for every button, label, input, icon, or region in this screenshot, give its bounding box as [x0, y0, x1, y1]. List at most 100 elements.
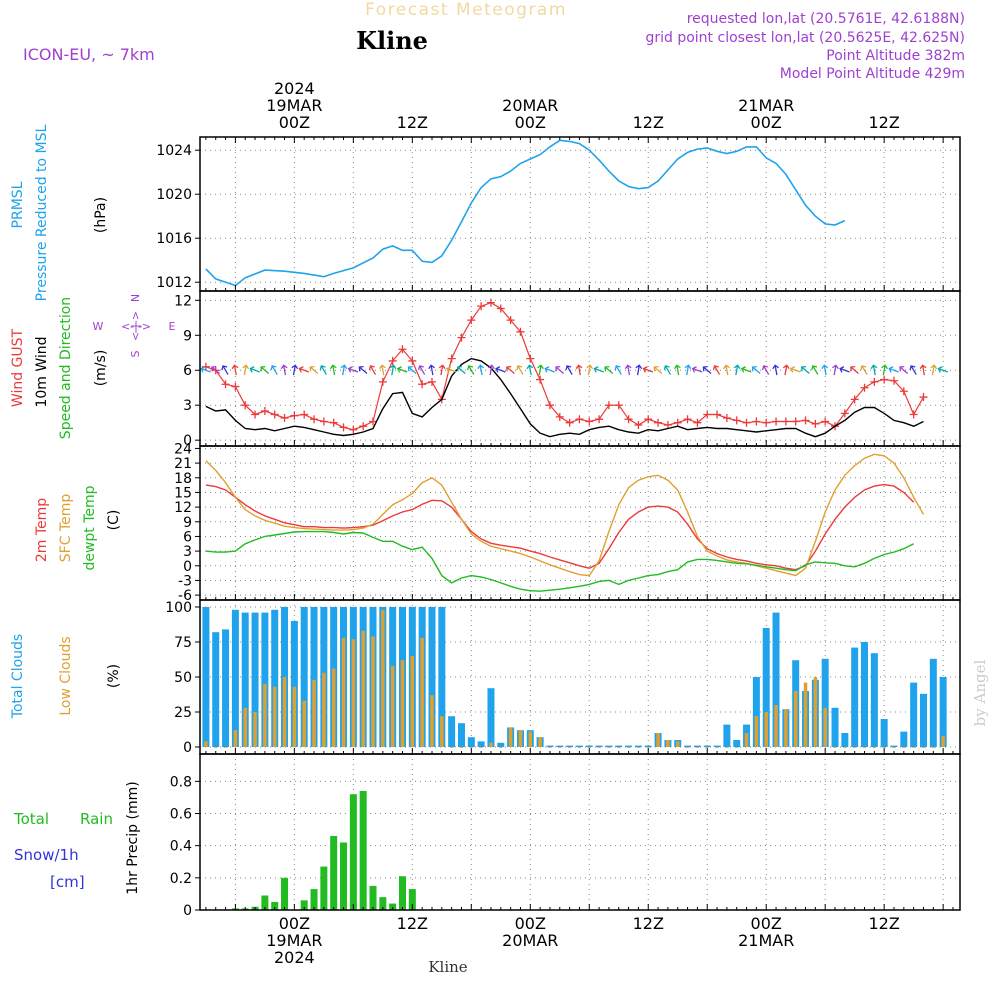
gust-marker	[349, 425, 358, 434]
wind-arrow-glyph	[850, 366, 859, 374]
bar-rain	[281, 877, 289, 910]
gust-marker	[280, 414, 289, 423]
compass-e: E	[169, 320, 176, 333]
gust-marker	[300, 410, 309, 419]
gust-marker	[378, 377, 387, 386]
y-tick-label: 24	[174, 441, 192, 457]
bar-low-clouds	[302, 700, 306, 747]
wind-direction-arrow	[930, 364, 938, 376]
wind-arrow-glyph	[477, 364, 485, 376]
gust-marker	[467, 316, 476, 325]
y-tick-label: 50	[174, 670, 192, 686]
bar-low-clouds	[577, 747, 582, 748]
station-title: Kline	[356, 26, 428, 55]
wind-arrow-glyph	[614, 365, 622, 375]
bar-total-clouds	[861, 642, 869, 747]
gust-marker	[241, 401, 250, 410]
wind-arrow-glyph	[811, 365, 819, 375]
gust-marker	[447, 354, 456, 363]
wind-direction-arrow	[368, 365, 377, 375]
wind-arrow-glyph	[937, 366, 949, 373]
bar-low-clouds	[312, 679, 316, 747]
top-time-label: 00Z	[751, 113, 782, 132]
gust-marker	[427, 377, 436, 386]
gust-marker	[840, 409, 849, 418]
gust-marker	[506, 316, 515, 325]
gust-marker	[565, 418, 574, 427]
gust-marker	[693, 418, 702, 427]
precip-label-cm: [cm]	[50, 873, 85, 891]
gust-marker	[634, 421, 643, 430]
bar-rain	[408, 889, 416, 910]
grid-point-coords: grid point closest lon,lat (20.5625E, 42…	[645, 30, 965, 46]
wind-arrow-glyph	[624, 364, 632, 376]
bar-low-clouds	[292, 686, 297, 747]
y-tick-label: 0.2	[170, 871, 192, 887]
bar-low-clouds	[390, 665, 395, 747]
gust-marker	[614, 401, 623, 410]
wind-direction-arrow	[691, 366, 703, 373]
bar-total-clouds	[497, 742, 505, 747]
bar-total-clouds	[605, 745, 613, 747]
bar-total-clouds	[428, 607, 436, 747]
bar-low-clouds	[892, 747, 896, 748]
wind-arrow-glyph	[642, 366, 654, 373]
wind-arrow-glyph	[909, 365, 917, 375]
wind-arrow-glyph	[221, 365, 229, 375]
wind-direction-arrow	[477, 364, 485, 376]
requested-coords: requested lon,lat (20.5761E, 42.6188N)	[687, 11, 965, 27]
wind-label-10m: 10m Wind	[34, 336, 50, 407]
panel-0: 1012 1016 1020 1024	[156, 137, 960, 291]
wind-direction-arrow	[635, 364, 643, 376]
gust-marker	[604, 401, 613, 410]
bar-low-clouds	[941, 735, 945, 747]
temp-label-unit: (C)	[106, 510, 122, 531]
wind-arrow-glyph	[438, 364, 446, 376]
bar-low-clouds	[233, 730, 238, 747]
wind-direction-arrow	[909, 365, 917, 375]
bar-low-clouds	[204, 741, 208, 747]
bar-total-clouds	[556, 745, 564, 747]
bottom-time-label: 00Z	[751, 914, 782, 933]
y-tick-label: 18	[174, 471, 192, 487]
bar-total-clouds	[251, 612, 259, 747]
wind-arrow-glyph	[537, 364, 544, 376]
gust-marker	[791, 417, 800, 426]
bar-low-clouds	[902, 747, 906, 748]
bottom-time-label: 00Z	[515, 914, 546, 933]
gust-marker	[870, 377, 879, 386]
wind-direction-arrow	[319, 365, 327, 375]
wind-arrow-glyph	[782, 364, 790, 376]
wind-arrow-glyph	[899, 366, 909, 374]
wind-arrow-glyph	[516, 365, 524, 375]
wind-direction-arrow	[487, 364, 495, 376]
wind-arrow-glyph	[242, 364, 250, 376]
wind-direction-arrow	[712, 365, 721, 375]
y-tick-label: 12	[174, 293, 192, 309]
bar-low-clouds	[931, 747, 936, 748]
gust-marker	[388, 356, 397, 365]
bar-total-clouds	[870, 653, 878, 747]
wind-arrow-glyph	[467, 365, 475, 375]
top-time-label: 20MAR	[502, 96, 558, 115]
wind-direction-arrow	[811, 365, 819, 375]
wind-arrow-glyph	[200, 366, 211, 373]
wind-direction-arrow	[221, 365, 229, 375]
wind-direction-arrow	[790, 366, 801, 373]
wind-direction-arrow	[291, 364, 299, 376]
y-tick-label: 0	[183, 903, 192, 919]
wind-direction-arrow	[467, 365, 475, 375]
gust-marker	[742, 418, 751, 427]
gust-marker	[673, 418, 682, 427]
wind-direction-arrow	[832, 364, 839, 376]
bar-total-clouds	[566, 745, 574, 747]
bar-low-clouds	[459, 747, 464, 748]
wind-direction-arrow	[506, 366, 515, 374]
wind-direction-arrow	[702, 366, 712, 374]
gust-marker	[457, 333, 466, 342]
y-tick-label: 0.4	[170, 839, 192, 855]
wind-arrow-glyph	[495, 366, 506, 373]
wind-direction-arrow	[309, 366, 319, 374]
y-tick-label: 12	[174, 500, 192, 516]
